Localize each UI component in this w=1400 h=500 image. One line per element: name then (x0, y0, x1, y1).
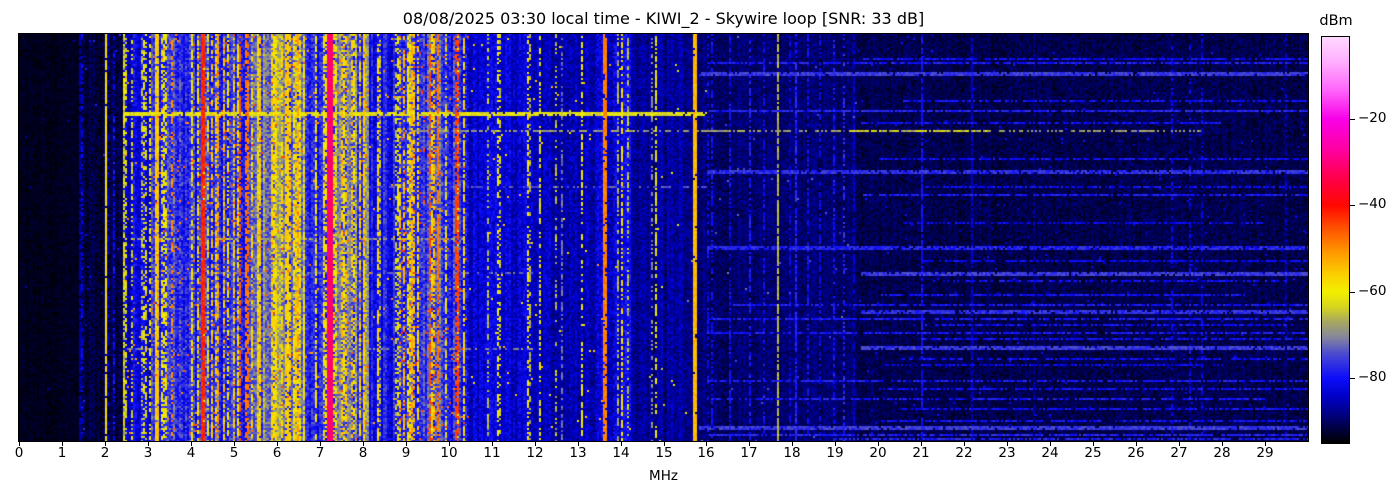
x-tick-label: 8 (358, 445, 368, 461)
x-tick-label: 19 (826, 445, 844, 461)
colorbar-tick-label: −60 (1358, 283, 1387, 299)
x-tick-label: 10 (440, 445, 458, 461)
x-tick-label: 2 (100, 445, 110, 461)
x-tick-label: 21 (912, 445, 930, 461)
x-tick-label: 7 (315, 445, 325, 461)
x-tick-label: 13 (569, 445, 587, 461)
x-tick-mark (105, 442, 106, 446)
x-tick-label: 4 (186, 445, 196, 461)
x-tick-label: 26 (1127, 445, 1145, 461)
x-tick-label: 0 (14, 445, 24, 461)
x-tick-label: 22 (955, 445, 973, 461)
x-tick-label: 3 (143, 445, 153, 461)
x-tick-mark (1265, 442, 1266, 446)
x-tick-label: 20 (869, 445, 887, 461)
x-tick-mark (578, 442, 579, 446)
colorbar-tick-label: −40 (1358, 196, 1387, 212)
x-tick-mark (406, 442, 407, 446)
x-tick-label: 11 (483, 445, 501, 461)
x-tick-mark (1136, 442, 1137, 446)
x-tick-label: 6 (272, 445, 282, 461)
x-tick-mark (492, 442, 493, 446)
x-tick-mark (449, 442, 450, 446)
x-tick-mark (1007, 442, 1008, 446)
x-tick-label: 18 (783, 445, 801, 461)
x-tick-label: 23 (998, 445, 1016, 461)
x-tick-mark (148, 442, 149, 446)
x-tick-label: 27 (1170, 445, 1188, 461)
chart-title: 08/08/2025 03:30 local time - KIWI_2 - S… (402, 9, 925, 28)
colorbar-tick-label: −80 (1358, 369, 1387, 385)
x-tick-label: 29 (1256, 445, 1274, 461)
x-tick-mark (835, 442, 836, 446)
x-tick-label: 5 (229, 445, 239, 461)
x-tick-label: 17 (740, 445, 758, 461)
x-tick-mark (1050, 442, 1051, 446)
x-tick-mark (878, 442, 879, 446)
x-tick-label: 16 (697, 445, 715, 461)
x-tick-label: 15 (655, 445, 673, 461)
colorbar-unit-label: dBm (1319, 13, 1353, 29)
x-tick-mark (1222, 442, 1223, 446)
x-tick-mark (621, 442, 622, 446)
x-tick-mark (1093, 442, 1094, 446)
colorbar-tick-mark (1350, 205, 1355, 206)
x-tick-label: 12 (526, 445, 544, 461)
waterfall-plot (18, 33, 1309, 442)
x-tick-mark (62, 442, 63, 446)
x-tick-mark (234, 442, 235, 446)
colorbar-tick-mark (1350, 292, 1355, 293)
x-tick-mark (706, 442, 707, 446)
x-tick-label: 9 (401, 445, 411, 461)
x-tick-mark (363, 442, 364, 446)
waterfall-canvas (19, 34, 1308, 441)
x-tick-mark (535, 442, 536, 446)
x-tick-mark (1179, 442, 1180, 446)
x-tick-mark (191, 442, 192, 446)
x-tick-mark (320, 442, 321, 446)
x-tick-mark (921, 442, 922, 446)
x-axis-label: MHz (649, 468, 678, 484)
colorbar-tick-mark (1350, 119, 1355, 120)
x-tick-label: 1 (57, 445, 67, 461)
x-tick-label: 24 (1041, 445, 1059, 461)
colorbar-gradient (1322, 37, 1349, 443)
colorbar-tick-mark (1350, 378, 1355, 379)
x-tick-mark (749, 442, 750, 446)
x-tick-mark (277, 442, 278, 446)
x-tick-mark (964, 442, 965, 446)
x-tick-label: 28 (1213, 445, 1231, 461)
colorbar-tick-label: −20 (1358, 110, 1387, 126)
x-tick-mark (19, 442, 20, 446)
x-tick-mark (664, 442, 665, 446)
colorbar (1321, 36, 1350, 444)
x-tick-label: 25 (1084, 445, 1102, 461)
x-tick-label: 14 (612, 445, 630, 461)
x-tick-mark (792, 442, 793, 446)
